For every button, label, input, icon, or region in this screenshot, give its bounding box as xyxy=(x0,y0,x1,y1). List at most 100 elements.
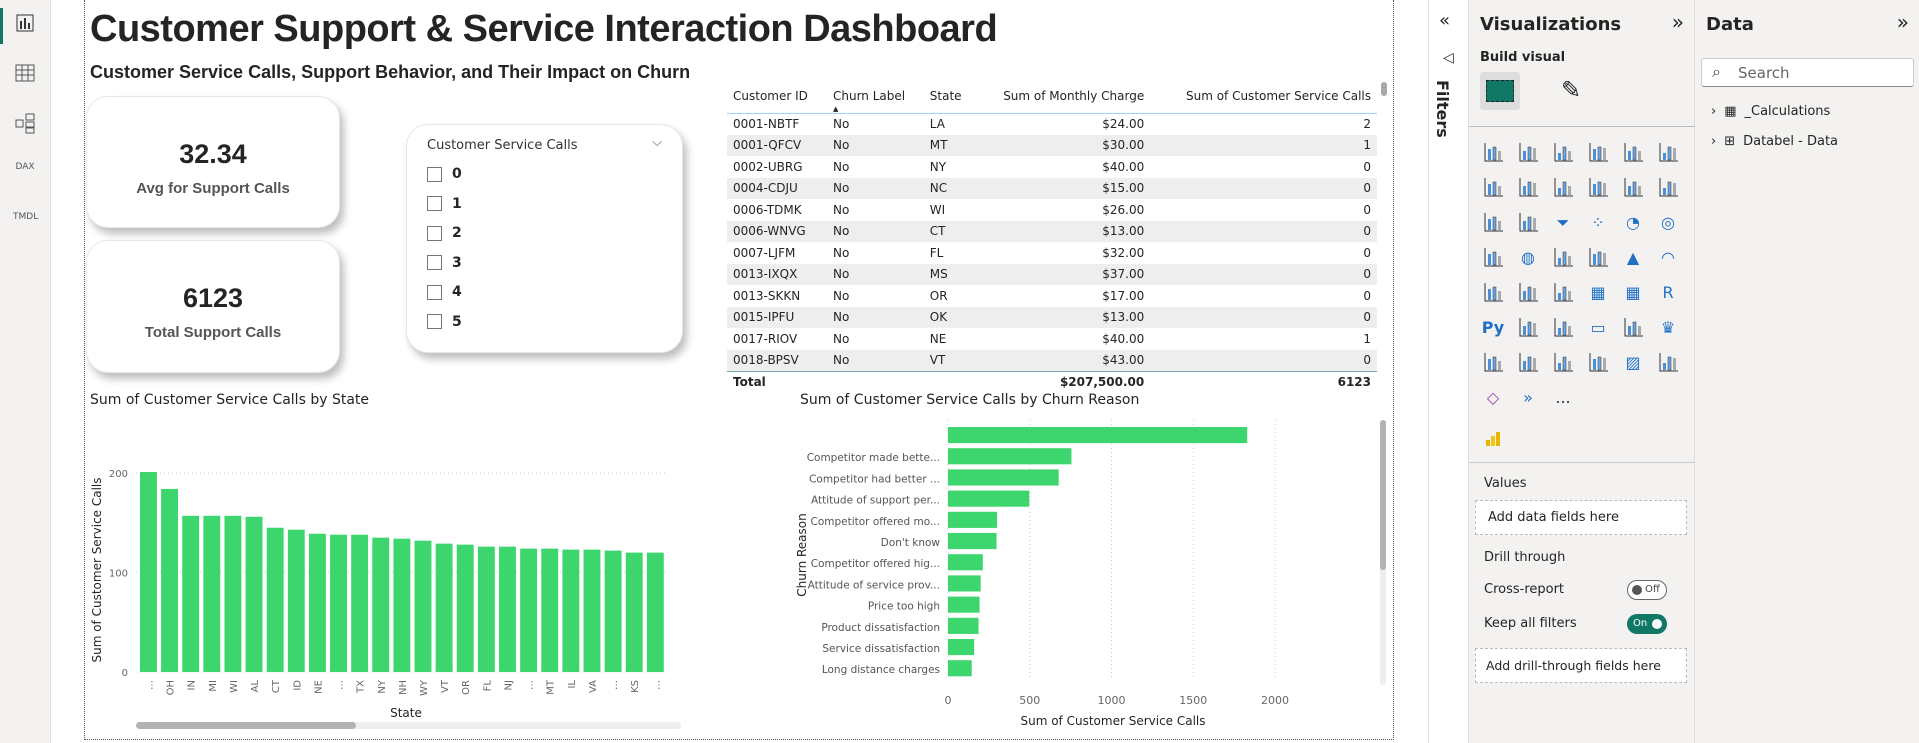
table-row[interactable]: 0001-NBTF No LA $24.00 2 xyxy=(727,113,1377,135)
search-input[interactable]: ⌕ Search xyxy=(1701,58,1914,87)
paginated-report-icon[interactable] xyxy=(1481,351,1505,375)
scrollbar-thumb[interactable] xyxy=(1380,420,1386,570)
map-icon[interactable]: ◍ xyxy=(1521,248,1535,267)
azure-map-icon[interactable]: ▲ xyxy=(1626,248,1640,267)
expand-left-icon[interactable]: « xyxy=(1439,10,1451,31)
slicer-option[interactable]: 1 xyxy=(427,196,462,212)
stacked-bar-icon[interactable] xyxy=(1481,141,1505,165)
python-visual-icon[interactable]: Py xyxy=(1481,318,1505,337)
treemap-icon[interactable] xyxy=(1481,246,1505,270)
collapse-right-icon[interactable]: » xyxy=(1896,10,1909,34)
gauge-icon[interactable]: ◠ xyxy=(1661,248,1675,267)
clustered-column-icon[interactable] xyxy=(1586,141,1610,165)
power-apps-icon[interactable]: ◇ xyxy=(1486,388,1500,407)
checkbox[interactable] xyxy=(427,166,442,182)
chevron-down-icon[interactable]: ⌵ xyxy=(652,135,662,150)
checkbox[interactable] xyxy=(427,314,442,329)
collapse-right-icon[interactable]: » xyxy=(1671,10,1684,34)
data-item-calculations[interactable]: › ▦ _Calculations xyxy=(1711,104,1830,119)
drill-through-drop-zone[interactable]: Add drill-through fields here xyxy=(1475,648,1687,683)
key-influencers-icon[interactable] xyxy=(1516,316,1540,340)
slicer-option[interactable]: 4 xyxy=(427,284,462,300)
column-header[interactable]: State xyxy=(923,80,975,114)
filters-pane-collapsed[interactable]: « ◁ Filters xyxy=(1428,0,1468,743)
table-row[interactable]: 0018-BPSV No VT $43.00 0 xyxy=(727,349,1377,371)
data-item-databel[interactable]: › ⊞ Databel - Data xyxy=(1711,134,1838,149)
card-icon[interactable] xyxy=(1481,281,1505,305)
keep-all-filters-toggle[interactable]: On xyxy=(1627,614,1667,634)
clustered-bar-icon[interactable] xyxy=(1551,141,1575,165)
filters-label[interactable]: Filters xyxy=(1433,80,1452,138)
ribbon-chart-icon[interactable] xyxy=(1481,211,1505,235)
100-stacked-bar-icon[interactable] xyxy=(1621,141,1645,165)
model-view-icon[interactable] xyxy=(13,112,37,136)
r-visual-icon[interactable]: R xyxy=(1662,283,1674,302)
dax-query-icon[interactable]: DAX xyxy=(13,162,37,186)
line-chart-icon[interactable] xyxy=(1481,176,1505,200)
filled-map-icon[interactable] xyxy=(1551,246,1575,270)
stacked-column-icon[interactable] xyxy=(1516,141,1540,165)
slicer-option[interactable]: 0 xyxy=(427,166,462,182)
area-chart-icon[interactable] xyxy=(1516,176,1540,200)
slicer-icon[interactable] xyxy=(1551,281,1575,305)
donut-icon[interactable]: ◎ xyxy=(1661,213,1675,232)
table-icon[interactable]: ▦ xyxy=(1590,283,1606,302)
checkbox[interactable] xyxy=(427,284,442,300)
more-visuals-icon[interactable]: ... xyxy=(1555,388,1571,407)
pie-icon[interactable]: ◔ xyxy=(1626,213,1640,232)
table-row[interactable]: 0013-SKKN No OR $17.00 0 xyxy=(727,285,1377,307)
arcgis-icon[interactable] xyxy=(1656,351,1680,375)
image-icon[interactable]: ▨ xyxy=(1625,353,1641,372)
table-row[interactable]: 0007-LJFM No FL $32.00 0 xyxy=(727,242,1377,264)
scatter-icon[interactable]: ⁘ xyxy=(1591,213,1605,232)
power-bi-icon[interactable] xyxy=(1484,428,1504,448)
total-support-calls-card[interactable]: 6123 Total Support Calls xyxy=(86,240,340,373)
tmdl-view-icon[interactable]: TMDL xyxy=(13,212,38,236)
table-row[interactable]: 0017-RIOV No NE $40.00 1 xyxy=(727,328,1377,350)
button-slicer-icon[interactable] xyxy=(1516,351,1540,375)
column-header[interactable]: Customer ID xyxy=(727,80,827,114)
text-slicer-icon[interactable] xyxy=(1551,351,1575,375)
power-automate-icon[interactable]: » xyxy=(1523,388,1533,407)
table-row[interactable]: 0006-WNVG No CT $13.00 0 xyxy=(727,220,1377,242)
values-drop-zone[interactable]: Add data fields here xyxy=(1475,500,1687,535)
report-view-icon[interactable] xyxy=(13,12,37,36)
goals-icon[interactable]: ♛ xyxy=(1660,318,1676,337)
qa-icon[interactable]: ▭ xyxy=(1590,318,1606,337)
slicer-option[interactable]: 2 xyxy=(427,225,462,241)
chevron-right-icon[interactable]: › xyxy=(1711,134,1717,149)
matrix-icon[interactable]: ▦ xyxy=(1625,283,1641,302)
table-row[interactable]: 0004-CDJU No NC $15.00 0 xyxy=(727,177,1377,199)
100-stacked-column-icon[interactable] xyxy=(1656,141,1680,165)
100-area-icon[interactable] xyxy=(1586,176,1610,200)
table-scrollbar[interactable] xyxy=(1381,82,1387,96)
table-row[interactable]: 0002-UBRG No NY $40.00 0 xyxy=(727,156,1377,178)
kpi-icon[interactable] xyxy=(1516,281,1540,305)
chevron-right-icon[interactable]: › xyxy=(1711,104,1717,119)
table-row[interactable]: 0013-IXQX No MS $37.00 0 xyxy=(727,263,1377,285)
checkbox[interactable] xyxy=(427,225,442,241)
avg-support-calls-card[interactable]: 32.34 Avg for Support Calls xyxy=(86,96,340,228)
build-visual-tab[interactable] xyxy=(1480,72,1520,110)
line-clustered-column-icon[interactable] xyxy=(1656,176,1680,200)
table-row[interactable]: 0001-QFCV No MT $30.00 1 xyxy=(727,134,1377,156)
format-visual-icon[interactable]: ✎ xyxy=(1561,76,1582,104)
table-row[interactable]: 0006-TDMK No WI $26.00 0 xyxy=(727,199,1377,221)
sort-ascending-icon[interactable]: ▲ xyxy=(832,104,839,113)
table-row[interactable]: 0015-IPFU No OK $13.00 0 xyxy=(727,306,1377,328)
line-column-icon[interactable] xyxy=(1621,176,1645,200)
checkbox[interactable] xyxy=(427,196,442,211)
column-header[interactable]: Churn Label ▲ xyxy=(826,80,924,114)
list-slicer-icon[interactable] xyxy=(1586,351,1610,375)
narrative-icon[interactable] xyxy=(1621,316,1645,340)
checkbox[interactable] xyxy=(427,255,442,270)
waterfall-icon[interactable] xyxy=(1516,211,1540,235)
service-calls-slicer[interactable]: Customer Service Calls ⌵ 0 1 2 3 4 5 xyxy=(406,124,683,353)
cross-report-toggle[interactable]: Off xyxy=(1627,580,1667,600)
decomposition-tree-icon[interactable] xyxy=(1551,316,1575,340)
slicer-option[interactable]: 3 xyxy=(427,255,462,271)
column-header[interactable]: Sum of Customer Service Calls xyxy=(1150,80,1377,114)
shape-map-icon[interactable] xyxy=(1586,246,1610,270)
column-header[interactable]: Sum of Monthly Charge xyxy=(974,80,1151,114)
funnel-icon[interactable]: ⏷ xyxy=(1556,213,1570,232)
